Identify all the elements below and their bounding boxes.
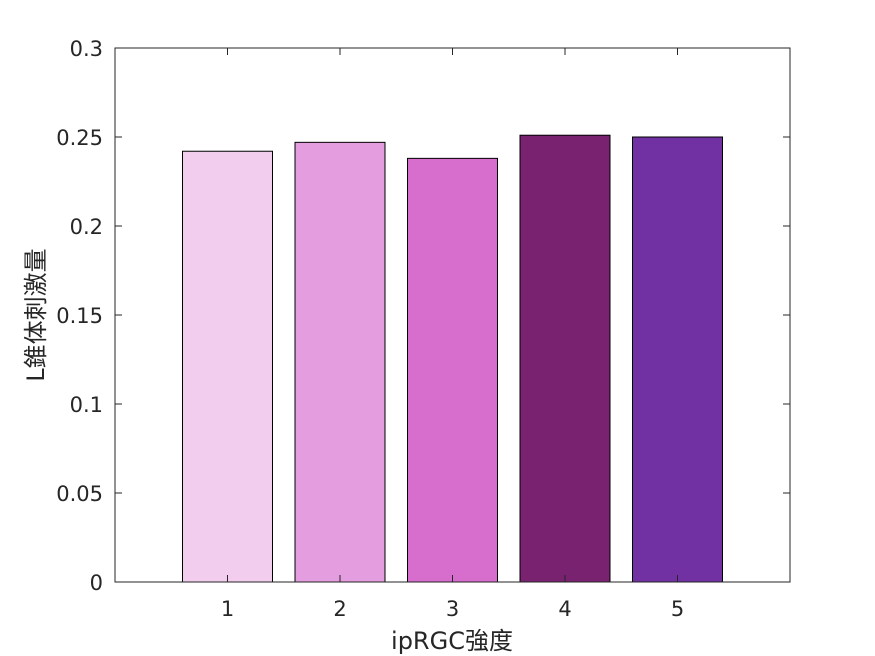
bar-3 bbox=[407, 157, 498, 583]
y-tick-label: 0.25 bbox=[56, 126, 103, 150]
ticks-group: 1 2 3 4 5 0 0.05 0.1 0.15 0.2 0.25 0.3 bbox=[56, 37, 790, 621]
bars-group bbox=[182, 134, 723, 583]
y-tick-label: 0.2 bbox=[70, 215, 103, 239]
bar-2 bbox=[294, 141, 386, 583]
y-tick-label: 0.1 bbox=[70, 393, 103, 417]
x-tick-label: 4 bbox=[558, 597, 571, 621]
x-tick-label: 3 bbox=[446, 597, 459, 621]
x-tick-label: 1 bbox=[221, 597, 234, 621]
bar-4 bbox=[519, 134, 611, 583]
x-tick-label: 5 bbox=[671, 597, 684, 621]
x-axis-label: ipRGC強度 bbox=[391, 627, 513, 655]
y-axis-label: L錐体刺激量 bbox=[22, 248, 50, 381]
bar-1 bbox=[182, 150, 273, 583]
bar-5 bbox=[632, 136, 723, 583]
y-tick-label: 0.15 bbox=[56, 304, 103, 328]
y-tick-label: 0 bbox=[90, 571, 103, 595]
y-tick-label: 0.05 bbox=[56, 482, 103, 506]
y-tick-label: 0.3 bbox=[70, 37, 103, 61]
plot-frame bbox=[114, 47, 791, 583]
x-tick-label: 2 bbox=[333, 597, 346, 621]
